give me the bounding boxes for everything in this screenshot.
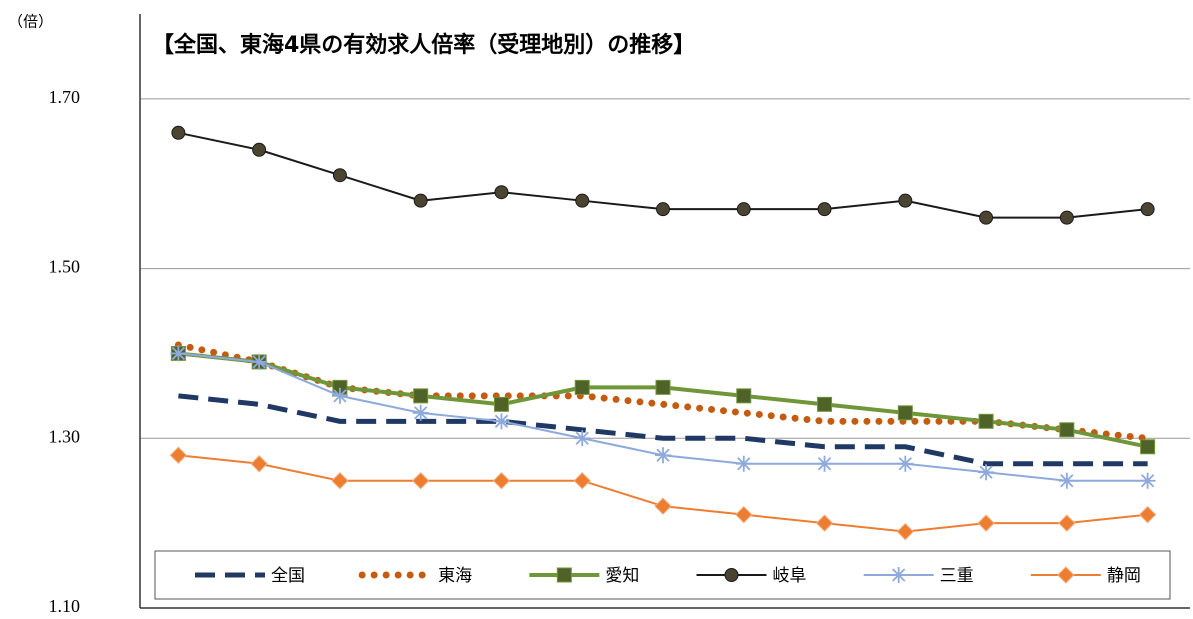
marker <box>656 202 670 217</box>
marker <box>816 455 833 472</box>
marker <box>574 379 590 395</box>
marker <box>896 522 915 541</box>
marker <box>413 388 429 404</box>
marker <box>897 455 914 472</box>
marker <box>654 497 672 515</box>
series <box>170 345 1156 489</box>
marker <box>815 514 834 532</box>
series-line <box>178 351 1149 449</box>
marker <box>573 472 591 490</box>
marker <box>575 193 590 208</box>
series <box>171 125 1155 225</box>
y-axis-label: （倍） <box>8 13 53 31</box>
marker <box>898 193 913 208</box>
marker <box>171 125 186 140</box>
marker <box>411 472 430 490</box>
series-line <box>178 454 1148 533</box>
marker <box>724 568 739 582</box>
marker <box>331 472 349 490</box>
y-tick-label: 1.70 <box>49 87 81 107</box>
marker <box>493 396 509 412</box>
marker <box>332 168 347 183</box>
marker <box>655 447 671 464</box>
legend-label: 愛知 <box>605 566 639 586</box>
marker <box>493 413 510 430</box>
marker <box>412 404 429 421</box>
marker <box>169 446 188 464</box>
marker <box>979 210 994 225</box>
legend-label: 全国 <box>271 566 305 586</box>
series <box>169 446 1157 541</box>
marker <box>736 388 752 404</box>
marker <box>1139 472 1156 489</box>
legend-label: 三重 <box>940 566 974 586</box>
marker <box>736 202 751 217</box>
marker <box>655 379 671 395</box>
marker <box>251 353 268 370</box>
chart-title: 【全国、東海4県の有効求人倍率（受理地別）の推移】 <box>152 32 695 58</box>
marker <box>1140 202 1155 217</box>
marker <box>1057 566 1075 584</box>
marker <box>1140 439 1156 455</box>
marker <box>331 387 348 404</box>
marker <box>978 464 995 481</box>
legend-label: 東海 <box>438 566 472 586</box>
marker <box>574 430 591 447</box>
marker <box>817 202 832 217</box>
marker <box>1059 422 1075 438</box>
marker <box>735 505 753 524</box>
marker <box>252 142 267 157</box>
marker <box>1138 505 1157 524</box>
marker <box>1059 210 1074 225</box>
marker <box>494 185 509 200</box>
legend-box <box>154 550 1171 600</box>
legend-label: 静岡 <box>1107 566 1141 586</box>
marker <box>1058 514 1076 532</box>
marker <box>250 455 268 473</box>
y-tick-label: 1.10 <box>49 596 81 616</box>
marker <box>413 193 428 208</box>
marker <box>978 413 994 429</box>
marker <box>170 345 187 362</box>
y-tick-label: 1.30 <box>49 426 81 446</box>
marker <box>492 472 511 490</box>
marker <box>735 455 752 472</box>
legend-label: 岐阜 <box>773 566 807 586</box>
marker <box>817 396 833 412</box>
marker <box>1058 472 1075 489</box>
series <box>178 393 1148 467</box>
y-tick-label: 1.50 <box>49 257 81 277</box>
marker <box>897 405 913 421</box>
marker <box>890 567 907 583</box>
marker <box>556 567 572 583</box>
marker <box>977 514 995 532</box>
series-line <box>178 393 1148 467</box>
legend: 全国 東海 愛知 岐阜 三重 静岡 <box>154 550 1171 600</box>
